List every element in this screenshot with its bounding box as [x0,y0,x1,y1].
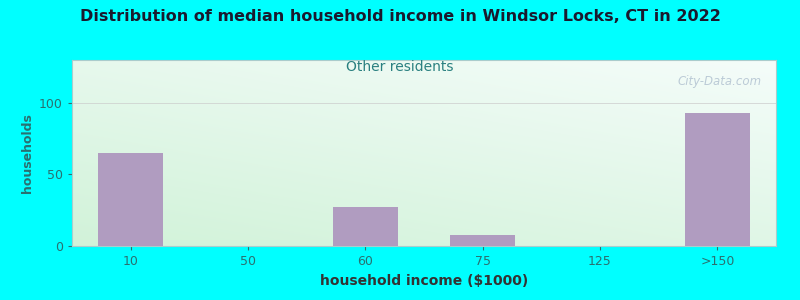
Bar [98,153,163,246]
Text: Other residents: Other residents [346,60,454,74]
Bar [450,235,515,246]
Text: City-Data.com: City-Data.com [678,75,762,88]
Bar [333,207,398,246]
Text: Distribution of median household income in Windsor Locks, CT in 2022: Distribution of median household income … [79,9,721,24]
X-axis label: household income ($1000): household income ($1000) [320,274,528,288]
Bar [685,113,750,246]
Y-axis label: households: households [21,113,34,193]
